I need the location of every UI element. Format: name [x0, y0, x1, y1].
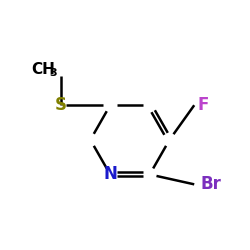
Text: N: N — [103, 166, 117, 184]
Text: S: S — [55, 96, 67, 114]
Text: F: F — [198, 96, 209, 114]
Text: Br: Br — [200, 175, 221, 193]
Text: CH: CH — [32, 62, 55, 77]
Text: 3: 3 — [50, 68, 57, 78]
